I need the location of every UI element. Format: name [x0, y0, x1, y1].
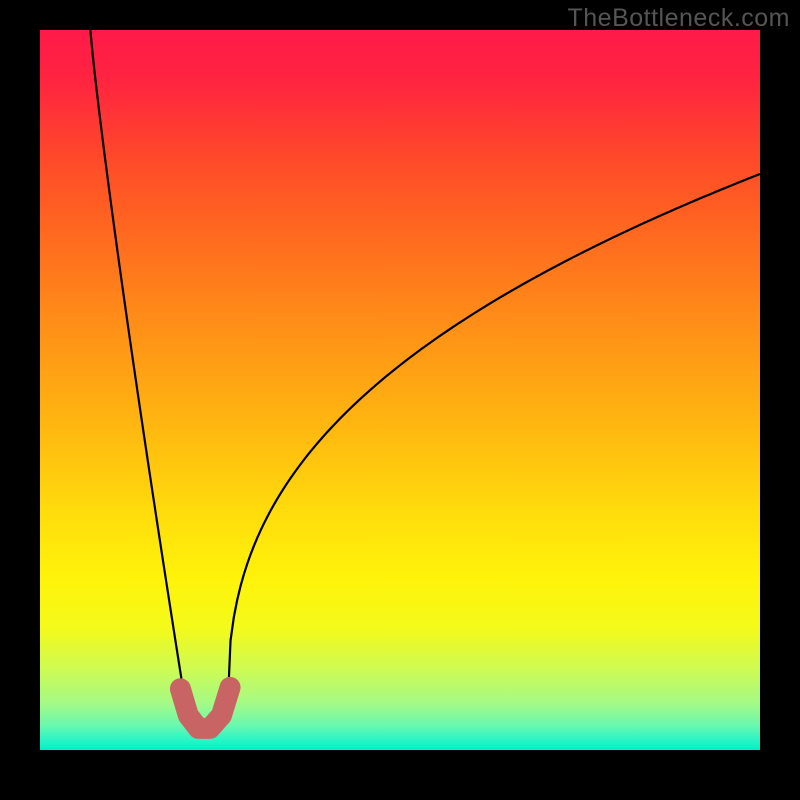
- stage: TheBottleneck.com: [0, 0, 800, 800]
- bottleneck-plot: [40, 30, 760, 750]
- watermark-text: TheBottleneck.com: [568, 4, 791, 33]
- plot-background: [40, 30, 760, 750]
